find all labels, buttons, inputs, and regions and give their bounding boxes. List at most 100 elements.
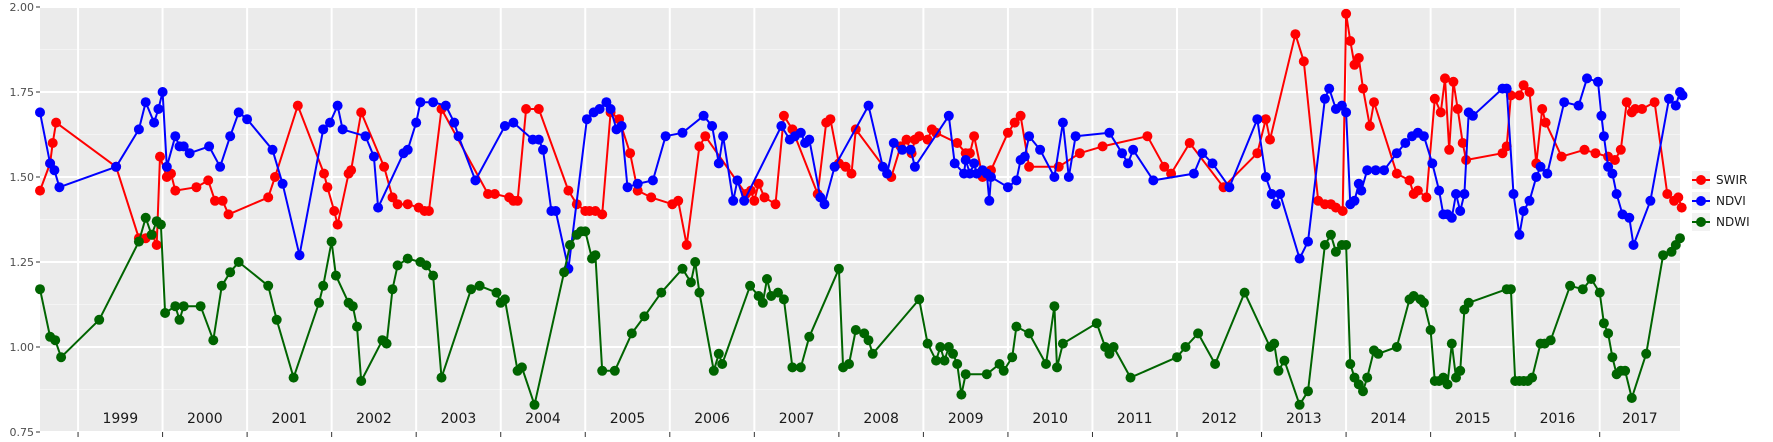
ndwi-point	[288, 372, 299, 383]
ndvi-point	[897, 144, 908, 155]
year-label: 2004	[525, 411, 561, 427]
swir-point	[700, 131, 711, 142]
swir-point	[694, 141, 705, 152]
ndwi-point	[347, 301, 358, 312]
ndwi-point	[402, 253, 413, 264]
ndvi-point	[1459, 189, 1470, 199]
series-ndvi	[35, 73, 1688, 274]
swir-point	[778, 110, 789, 121]
swir-point	[1074, 148, 1085, 159]
ndvi-point	[882, 168, 893, 179]
y-tick-label: 1.50	[10, 171, 35, 184]
ndvi-point	[1542, 168, 1553, 179]
ndvi-point	[1370, 165, 1381, 176]
swir-point	[1353, 53, 1364, 63]
ndwi-point	[559, 267, 570, 278]
swir-point	[952, 138, 963, 148]
ndvi-point	[943, 110, 954, 121]
ndwi-point	[1565, 280, 1576, 291]
swir-point	[1024, 161, 1035, 172]
ndvi-point	[1035, 144, 1046, 155]
ndvi-point	[508, 117, 519, 128]
ndwi-point	[1586, 274, 1597, 284]
ndwi-point	[1594, 287, 1605, 298]
ndwi-point	[1362, 372, 1373, 383]
ndvi-point	[1260, 172, 1271, 182]
year-label: 2016	[1540, 411, 1576, 427]
swir-point	[292, 100, 303, 111]
ndvi-point	[616, 121, 627, 131]
swir-point	[563, 185, 574, 196]
ndwi-point	[773, 287, 783, 298]
ndvi-line	[39, 77, 1684, 270]
ndwi-point	[1172, 352, 1182, 363]
ndvi-point	[632, 178, 643, 189]
swir-point	[1662, 189, 1673, 199]
ndvi-point	[1224, 182, 1235, 193]
ndvi-point	[1319, 93, 1330, 104]
ndvi-point	[1514, 229, 1525, 240]
ndvi-point	[1275, 189, 1286, 199]
legend-label-ndvi: NDVI	[1716, 194, 1746, 208]
ndvi-point	[550, 206, 561, 216]
swir-point	[1537, 104, 1548, 114]
ndvi-point	[337, 124, 348, 135]
ndwi-point	[529, 399, 540, 410]
ndvi-point	[1252, 114, 1263, 125]
ndvi-point	[1362, 165, 1373, 176]
ndwi-point	[499, 294, 510, 305]
ndwi-point	[155, 219, 166, 230]
ndvi-point	[225, 131, 236, 142]
ndwi-point	[956, 389, 967, 400]
ndvi-point	[581, 114, 592, 125]
swir-point	[533, 104, 544, 114]
ndwi-point	[914, 294, 925, 305]
ndvi-point	[1391, 148, 1402, 159]
swir-point	[1159, 161, 1170, 172]
ndvi-point	[1270, 199, 1281, 210]
swir-point	[47, 138, 58, 148]
ndwi-point	[491, 287, 502, 298]
ndvi-point	[54, 182, 65, 193]
ndvi-point	[1070, 131, 1081, 142]
ndwi-point	[516, 362, 527, 373]
ndvi-point	[1379, 165, 1390, 176]
ndwi-point	[1373, 348, 1384, 359]
ndwi-point	[392, 260, 403, 271]
ndvi-point	[1664, 93, 1674, 104]
swir-point	[1435, 107, 1446, 118]
swir-point	[1298, 56, 1309, 67]
ndwi-point	[1330, 246, 1341, 257]
swir-point	[51, 117, 62, 128]
ndwi-point	[685, 277, 696, 288]
ndvi-point	[1063, 172, 1074, 182]
ndwi-point	[952, 359, 963, 369]
swir-point	[1421, 192, 1432, 203]
swir-point	[625, 148, 636, 159]
ndvi-point	[1294, 253, 1305, 264]
swir-point	[1518, 80, 1529, 91]
ndvi-point	[184, 148, 195, 159]
ndvi-point	[1501, 83, 1512, 94]
ndwi-point	[1675, 233, 1685, 244]
y-tick-label: 0.75	[10, 426, 35, 439]
swir-point	[1184, 138, 1195, 148]
series-layer	[35, 8, 1688, 410]
ndvi-point	[373, 202, 384, 213]
ndwi-point	[1620, 365, 1631, 376]
ndwi-point	[263, 280, 274, 291]
swir-point	[1097, 141, 1108, 152]
legend-item-ndvi: NDVI	[1692, 192, 1746, 210]
year-label: 2008	[863, 411, 899, 427]
swir-point	[914, 131, 925, 142]
ndwi-point	[1057, 338, 1068, 349]
swir-point	[423, 206, 434, 216]
swir-point	[1444, 144, 1455, 155]
year-label: 2003	[441, 411, 477, 427]
legend-key-point	[1696, 217, 1706, 227]
ndvi-point	[888, 138, 899, 148]
ndvi-point	[1455, 206, 1466, 216]
ndvi-point	[804, 134, 815, 145]
ndwi-point	[160, 308, 171, 318]
